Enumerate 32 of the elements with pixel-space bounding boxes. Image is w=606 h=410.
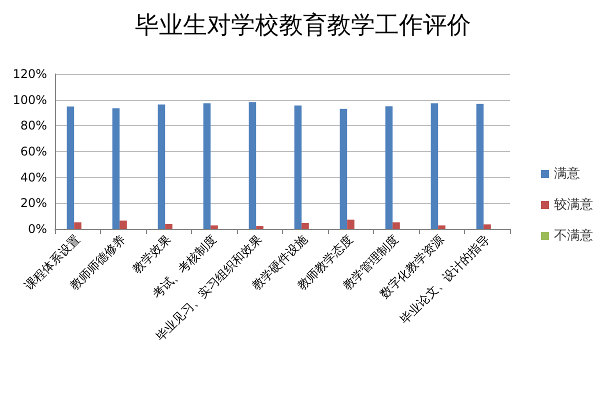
bar <box>210 225 218 229</box>
bar <box>484 224 491 229</box>
y-tick-label: 120% <box>12 67 47 81</box>
bar <box>256 226 264 229</box>
y-tick-label: 60% <box>20 144 47 158</box>
legend-label: 不满意 <box>554 228 593 244</box>
bar <box>165 224 172 229</box>
bar <box>158 104 166 229</box>
bar <box>294 106 302 229</box>
chart-title: 毕业生对学校教育教学工作评价 <box>135 11 471 39</box>
y-tick-label: 20% <box>20 196 47 210</box>
bar <box>340 108 348 229</box>
bar <box>302 222 309 229</box>
y-tick-label: 0% <box>28 222 47 236</box>
bar <box>476 104 484 229</box>
bar <box>438 225 446 229</box>
bar <box>385 106 393 229</box>
y-tick-label: 100% <box>12 92 47 107</box>
bar <box>347 220 354 229</box>
bar <box>120 220 127 229</box>
bar <box>66 106 74 229</box>
bar <box>112 108 120 229</box>
bar <box>74 222 82 229</box>
y-tick-label: 40% <box>20 170 47 184</box>
bar <box>430 103 438 229</box>
legend-label: 较满意 <box>554 198 593 212</box>
bar <box>248 102 256 229</box>
x-tick-label: 教学效果 <box>130 232 174 276</box>
bar <box>392 222 400 229</box>
y-tick-label: 80% <box>20 118 47 133</box>
bar <box>203 103 211 229</box>
legend-label: 满意 <box>554 166 580 182</box>
